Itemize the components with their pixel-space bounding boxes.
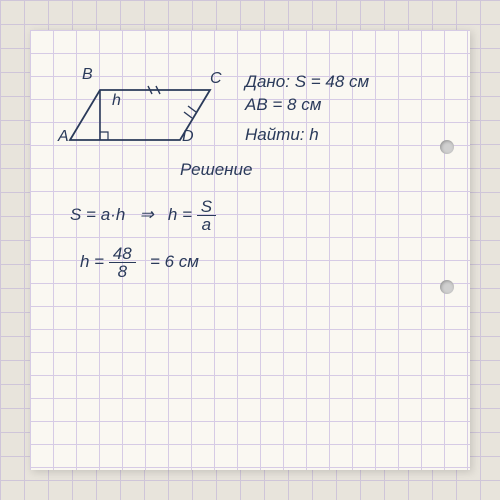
vertex-b: B	[82, 66, 93, 84]
binder-holes	[430, 30, 460, 470]
formula-area: S = a·h	[70, 205, 125, 224]
fraction-s-over-a: S a	[197, 198, 216, 233]
vertex-c: C	[210, 70, 222, 88]
frac1-num: S	[197, 198, 216, 216]
find-heading: Найти:	[245, 125, 305, 144]
solution-line-1: S = a·h ⇒ h = S a	[70, 198, 216, 233]
given-line: Дано: S = 48 см	[245, 72, 369, 92]
given-heading: Дано:	[245, 72, 290, 91]
h-equals-2: h =	[80, 252, 104, 271]
frac2-num: 48	[109, 245, 136, 263]
notebook-paper: A B C D h Дано: S = 48 см AB = 8 см Найт…	[30, 30, 470, 470]
given-s: S = 48 см	[295, 72, 370, 91]
result: = 6 см	[150, 252, 199, 271]
frac1-den: a	[197, 216, 216, 233]
vertex-d: D	[182, 128, 194, 146]
solution-heading: Решение	[180, 160, 252, 180]
fraction-48-over-8: 48 8	[109, 245, 136, 280]
given-ab: AB = 8 см	[245, 95, 321, 115]
solution-line-2: h = 48 8 = 6 см	[80, 245, 199, 280]
height-label: h	[112, 92, 121, 110]
frac2-den: 8	[109, 263, 136, 280]
find-line: Найти: h	[245, 125, 319, 145]
vertex-a: A	[58, 128, 69, 146]
h-equals: h =	[168, 205, 192, 224]
find-what: h	[309, 125, 318, 144]
implies-arrow: ⇒	[139, 205, 153, 224]
